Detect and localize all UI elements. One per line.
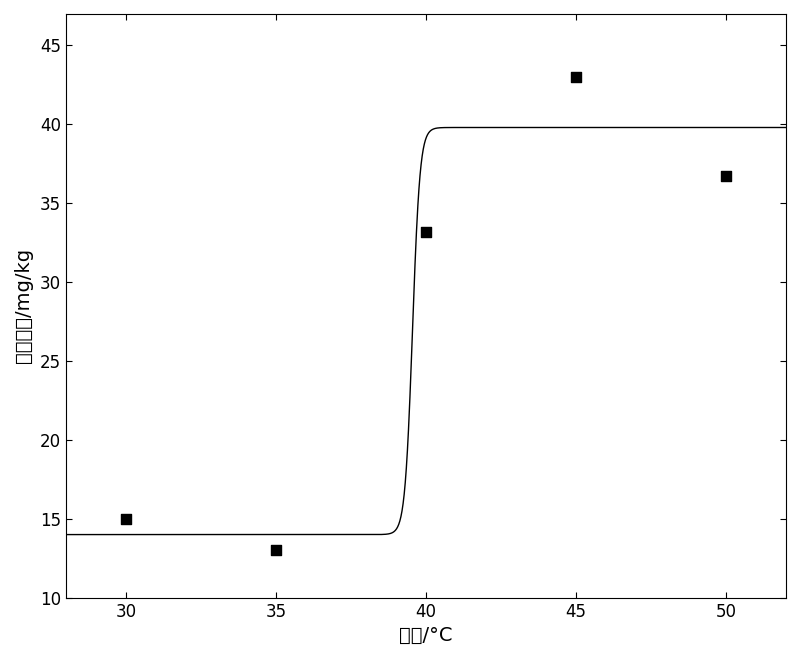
Y-axis label: 甲醒含量/mg/kg: 甲醒含量/mg/kg [14,248,33,363]
Point [570,72,582,82]
Point [119,513,132,524]
Point [720,171,733,182]
Point [270,545,282,556]
Point [419,226,432,237]
X-axis label: 温度/°C: 温度/°C [399,626,453,645]
